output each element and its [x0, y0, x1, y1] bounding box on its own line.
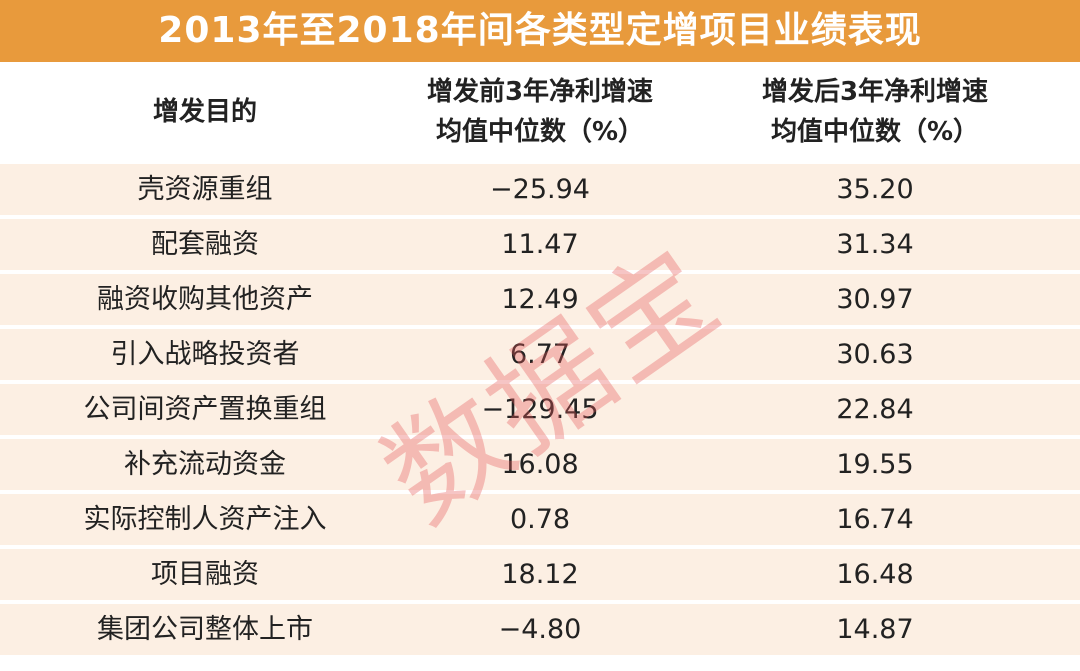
table-cell: 30.97 [836, 284, 914, 315]
table-cell: −4.80 [498, 614, 582, 645]
table-row: 融资收购其他资产 12.49 30.97 [0, 274, 1080, 325]
table-cell: 22.84 [836, 394, 914, 425]
title: 2013年至2018年间各类型定增项目业绩表现 [0, 0, 1080, 62]
table-cell: 16.48 [836, 559, 914, 590]
table-row: 实际控制人资产注入 0.78 16.74 [0, 494, 1080, 545]
table-row: 项目融资 18.12 16.48 [0, 549, 1080, 600]
header-line: 增发后3年净利增速 [761, 77, 989, 107]
header-cell: 增发前3年净利增速 均值中位数（%） [370, 62, 710, 162]
table-row: 补充流动资金 16.08 19.55 [0, 439, 1080, 490]
table-cell: −25.94 [490, 174, 590, 205]
table-row: 引入战略投资者 6.77 30.63 [0, 329, 1080, 380]
table-row: 公司间资产置换重组 −129.45 22.84 [0, 384, 1080, 435]
header-line: 均值中位数（%） [435, 117, 645, 147]
table-cell: 11.47 [501, 229, 579, 260]
table-cell: 19.55 [836, 449, 914, 480]
table-cell: 项目融资 [151, 559, 259, 590]
table-cell: 18.12 [501, 559, 579, 590]
table-cell: 0.78 [509, 504, 571, 535]
table-cell: 31.34 [836, 229, 914, 260]
header-line: 均值中位数（%） [770, 117, 980, 147]
table-cell: 配套融资 [151, 229, 259, 260]
table-cell: 14.87 [836, 614, 914, 645]
table-row: 壳资源重组 −25.94 35.20 [0, 164, 1080, 215]
table-cell: 融资收购其他资产 [97, 284, 313, 315]
table-row: 集团公司整体上市 −4.80 14.87 [0, 604, 1080, 655]
header-line: 增发前3年净利增速 [426, 77, 654, 107]
table-cell: 35.20 [836, 174, 914, 205]
table-cell: 16.74 [836, 504, 914, 535]
header-cell: 增发后3年净利增速 均值中位数（%） [705, 62, 1045, 162]
table-cell: 12.49 [501, 284, 579, 315]
table-cell: 公司间资产置换重组 [83, 394, 327, 425]
table-cell: −129.45 [481, 394, 599, 425]
table-cell: 16.08 [501, 449, 579, 480]
table-cell: 集团公司整体上市 [97, 614, 313, 645]
table-cell: 壳资源重组 [137, 174, 273, 205]
table-row: 配套融资 11.47 31.34 [0, 219, 1080, 270]
table-cell: 30.63 [836, 339, 914, 370]
table-cell: 实际控制人资产注入 [83, 504, 327, 535]
header-cell: 增发目的 [40, 62, 370, 162]
table-cell: 引入战略投资者 [110, 339, 300, 370]
table-cell: 补充流动资金 [124, 449, 286, 480]
header-line: 增发目的 [152, 97, 257, 127]
table-cell: 6.77 [509, 339, 571, 370]
